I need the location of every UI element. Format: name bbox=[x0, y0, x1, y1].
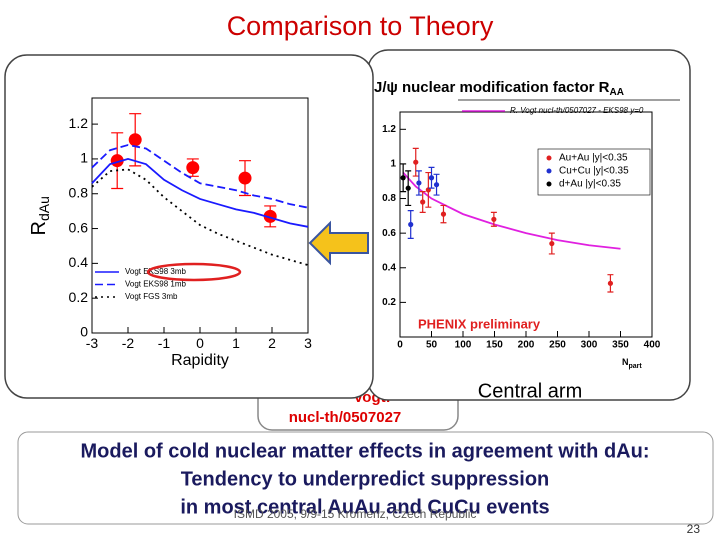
charts: -3 -2 -1 0 1 2 3 0 0.2 0.4 0.6 0.8 1 1.2 RdAu Rapidity V… bbox=[28, 79, 680, 370]
footer: ISMD 2005, 9/9-15 Kromeriz, Czech Republ… bbox=[234, 507, 477, 521]
chart: 0 50 100 150 200 250 300 350 400 0.2 0.4 0.6 0.8 1 1.2… bbox=[374, 79, 680, 370]
data-point bbox=[420, 199, 426, 205]
x-tick-label: 400 bbox=[644, 340, 661, 351]
data-point bbox=[416, 180, 422, 186]
x-tick-label: 250 bbox=[549, 340, 566, 351]
legend-swatch bbox=[546, 181, 552, 187]
x-tick-label: 350 bbox=[612, 340, 629, 351]
x-tick-label: 2 bbox=[268, 335, 276, 351]
data-point bbox=[186, 161, 200, 175]
chart-title: J/ψ nuclear modification factor RAA bbox=[374, 79, 624, 98]
y-tick-label: 1 bbox=[80, 150, 88, 166]
highlight bbox=[146, 262, 242, 282]
y-tick-label: 0.8 bbox=[69, 184, 89, 200]
legend-swatch bbox=[546, 168, 552, 174]
legend-swatch bbox=[546, 155, 552, 161]
legend-label: Au+Au |y|<0.35 bbox=[559, 153, 628, 164]
annotation: PHENIX preliminary bbox=[418, 316, 541, 331]
note: nucl-th/0507027 bbox=[289, 409, 402, 426]
x-tick-label: -3 bbox=[86, 335, 99, 351]
y-tick-label: 0.4 bbox=[69, 254, 89, 270]
y-tick-label: 0 bbox=[80, 324, 88, 340]
curve bbox=[91, 168, 309, 266]
data-point bbox=[413, 159, 419, 165]
y-tick-label: 0.8 bbox=[382, 193, 396, 204]
x-tick-label: 1 bbox=[232, 335, 240, 351]
x-tick-label: -1 bbox=[158, 335, 171, 351]
data-point bbox=[238, 171, 252, 185]
x-tick-label: 300 bbox=[581, 340, 598, 351]
data-point bbox=[263, 209, 277, 223]
y-tick-label: 1 bbox=[390, 159, 396, 170]
x-axis-label: Npart bbox=[622, 357, 642, 369]
data-point bbox=[433, 182, 440, 188]
data-point bbox=[549, 240, 555, 247]
data-point bbox=[491, 216, 497, 222]
y-tick-label: 0.6 bbox=[69, 219, 89, 235]
x-tick-label: -2 bbox=[122, 335, 135, 351]
curve bbox=[91, 157, 309, 228]
data-point bbox=[408, 221, 414, 228]
y-tick-label: 0.6 bbox=[382, 228, 396, 239]
legend-label: Vogt FGS 3mb bbox=[125, 292, 178, 301]
chart: -3 -2 -1 0 1 2 3 0 0.2 0.4 0.6 0.8 1 1.2 RdAu Rapidity V… bbox=[28, 97, 312, 369]
curve bbox=[402, 171, 621, 250]
arm-label: Central arm bbox=[478, 380, 582, 402]
data-point bbox=[400, 175, 406, 181]
legend-label: Cu+Cu |y|<0.35 bbox=[559, 166, 629, 177]
y-tick-label: 0.2 bbox=[69, 289, 89, 305]
x-tick-label: 100 bbox=[455, 340, 472, 351]
x-axis-label: Rapidity bbox=[171, 352, 229, 369]
legend-label: R. Vogt nucl-th/0507027 - EKS98 y=0 bbox=[510, 106, 644, 115]
arrow bbox=[308, 220, 369, 266]
legend-label: d+Au |y|<0.35 bbox=[559, 179, 621, 190]
y-tick-label: 0.2 bbox=[382, 297, 396, 308]
body-box bbox=[17, 431, 714, 525]
chart-title-main: J/ψ nuclear modification factor R bbox=[374, 79, 610, 96]
chart-title-sub: AA bbox=[610, 87, 624, 98]
legend-box bbox=[537, 148, 651, 196]
data-point bbox=[428, 175, 435, 181]
x-tick-label: 3 bbox=[304, 335, 312, 351]
y-axis-label-sub: dAu bbox=[36, 196, 52, 221]
x-tick-label: 0 bbox=[196, 335, 204, 351]
data-point bbox=[128, 133, 142, 147]
left-panel bbox=[4, 54, 374, 399]
legend-label: Vogt EKS98 3mb bbox=[125, 267, 186, 276]
x-tick-label: 150 bbox=[486, 340, 503, 351]
data-point bbox=[440, 211, 447, 217]
data-point bbox=[405, 185, 411, 191]
body-line: Tendency to underpredict suppression bbox=[181, 468, 550, 490]
y-tick-label: 1.2 bbox=[382, 124, 396, 135]
x-tick-label: 200 bbox=[518, 340, 535, 351]
data-point bbox=[607, 280, 614, 286]
legend-label: Vogt EKS98 1mb bbox=[125, 280, 186, 289]
y-tick-label: 1.2 bbox=[69, 115, 89, 131]
x-tick-label: 0 bbox=[397, 340, 403, 351]
x-axis-label-sub: part bbox=[629, 363, 643, 370]
y-axis-label: RdAu bbox=[28, 196, 51, 235]
slide-title: Comparison to Theory bbox=[227, 11, 494, 41]
body-line: Model of cold nuclear matter effects in … bbox=[81, 440, 650, 462]
curve bbox=[91, 144, 309, 209]
x-axis-label-main: N bbox=[622, 357, 629, 367]
x-tick-label: 50 bbox=[426, 340, 438, 351]
y-tick-label: 0.4 bbox=[382, 262, 396, 273]
body-line: in most central AuAu and CuCu events bbox=[180, 496, 549, 518]
y-axis-label-main: R bbox=[28, 221, 50, 235]
page-number: 23 bbox=[687, 522, 701, 536]
